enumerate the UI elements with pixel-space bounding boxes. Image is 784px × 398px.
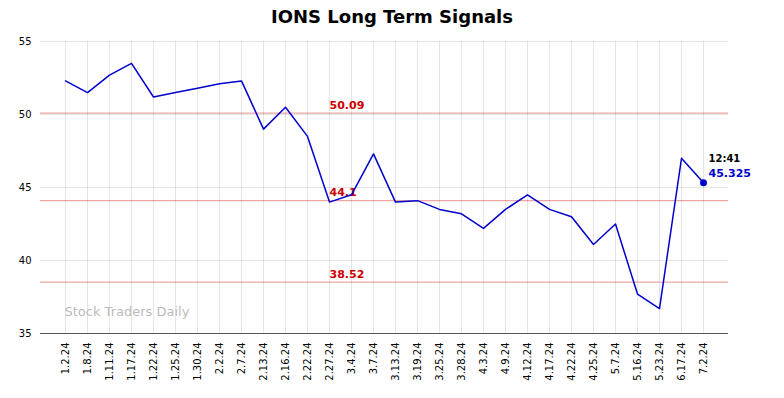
svg-text:12:41: 12:41 (709, 153, 741, 164)
svg-text:3.28.24: 3.28.24 (456, 343, 467, 381)
svg-text:55: 55 (19, 36, 32, 47)
svg-text:1.17.24: 1.17.24 (126, 343, 137, 381)
svg-text:4.9.24: 4.9.24 (500, 343, 511, 375)
svg-text:7.2.24: 7.2.24 (698, 343, 709, 375)
svg-text:4.22.24: 4.22.24 (566, 343, 577, 381)
svg-text:3.19.24: 3.19.24 (412, 343, 423, 381)
svg-text:3.25.24: 3.25.24 (434, 343, 445, 381)
svg-text:6.17.24: 6.17.24 (676, 343, 687, 381)
svg-text:5.7.24: 5.7.24 (610, 343, 621, 375)
svg-text:2.13.24: 2.13.24 (258, 343, 269, 381)
svg-text:45: 45 (19, 182, 32, 193)
svg-text:4.3.24: 4.3.24 (478, 343, 489, 375)
svg-text:2.2.24: 2.2.24 (214, 343, 225, 375)
svg-text:50.09: 50.09 (330, 99, 365, 112)
svg-text:35: 35 (19, 328, 32, 339)
svg-text:5.16.24: 5.16.24 (632, 343, 643, 381)
svg-text:1.22.24: 1.22.24 (148, 343, 159, 381)
svg-text:50: 50 (19, 109, 32, 120)
svg-text:2.7.24: 2.7.24 (236, 343, 247, 375)
svg-text:5.23.24: 5.23.24 (654, 343, 665, 381)
svg-text:1.11.24: 1.11.24 (104, 343, 115, 381)
svg-text:1.25.24: 1.25.24 (170, 343, 181, 381)
svg-text:2.27.24: 2.27.24 (324, 343, 335, 381)
svg-text:40: 40 (19, 255, 32, 266)
svg-text:3.7.24: 3.7.24 (368, 343, 379, 375)
svg-text:Stock Traders Daily: Stock Traders Daily (65, 304, 190, 319)
svg-text:4.25.24: 4.25.24 (588, 343, 599, 381)
svg-text:1.30.24: 1.30.24 (192, 343, 203, 381)
svg-text:45.325: 45.325 (709, 167, 751, 180)
svg-text:2.22.24: 2.22.24 (302, 343, 313, 381)
svg-text:1.2.24: 1.2.24 (60, 343, 71, 375)
svg-text:3.13.24: 3.13.24 (390, 343, 401, 381)
svg-text:44.1: 44.1 (329, 186, 357, 200)
svg-text:38.52: 38.52 (330, 268, 365, 281)
svg-text:2.16.24: 2.16.24 (280, 343, 291, 381)
html-text:IONS Long Term Signals: IONS Long Term Signals (271, 6, 513, 27)
svg-text:4.12.24: 4.12.24 (522, 343, 533, 381)
svg-text:4.17.24: 4.17.24 (544, 343, 555, 381)
svg-text:3.4.24: 3.4.24 (346, 343, 357, 375)
svg-text:1.8.24: 1.8.24 (82, 343, 93, 375)
